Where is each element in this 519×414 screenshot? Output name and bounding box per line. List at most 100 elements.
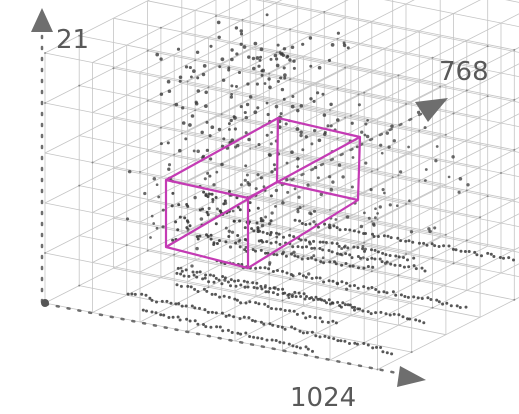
data-point [489,252,493,256]
data-point [380,151,384,155]
data-point [233,127,237,131]
data-point [336,37,339,40]
data-point [377,290,381,294]
data-point [112,67,115,70]
data-point [301,274,305,278]
data-point [198,306,201,310]
data-point [486,251,490,255]
data-point [173,103,176,106]
data-point [407,265,411,269]
data-point [344,116,347,119]
data-point [364,122,368,126]
data-point [167,167,171,171]
data-point [243,110,247,115]
data-point [238,245,242,249]
data-point [227,235,231,238]
data-point [269,231,273,234]
data-point [352,229,356,233]
data-point [227,127,231,131]
data-point [160,299,164,303]
data-point [284,254,288,258]
data-point [452,112,455,115]
data-point [360,130,364,134]
data-point [228,190,231,193]
data-point [507,256,511,260]
data-point [260,69,264,73]
data-point [370,256,374,260]
data-point [336,87,339,90]
grid-line [383,0,519,28]
data-point [291,95,295,98]
data-point [408,317,412,321]
grid-line [113,217,446,286]
data-point [335,118,340,122]
data-point [349,114,352,117]
data-point [207,206,211,211]
grid-line [181,33,515,101]
data-point [434,159,438,163]
data-point [214,292,217,296]
data-point [281,250,286,254]
data-point [201,72,206,77]
data-point [227,313,231,317]
data-point [229,95,234,99]
data-point [256,230,260,234]
data-point [283,327,287,331]
data-point [350,305,354,309]
data-point [178,79,182,83]
data-point [230,57,234,62]
data-point [433,244,437,248]
depth-axis-arrowhead [415,98,448,122]
data-point [188,224,192,228]
data-point [235,85,238,88]
data-point [310,256,314,260]
data-point [268,322,272,326]
data-point [273,167,277,171]
data-point [369,188,373,192]
data-point [282,341,286,345]
data-point [289,78,292,81]
data-point [318,297,322,301]
data-point [244,301,248,305]
data-point [385,351,389,355]
data-point [386,234,390,238]
data-point [263,302,267,306]
data-point [387,145,391,149]
data-point [513,98,516,101]
data-point [282,66,286,70]
data-point [239,332,243,336]
data-point [192,149,196,153]
data-point [275,231,278,235]
data-point [222,137,226,141]
data-point [274,205,277,208]
data-point [255,281,259,285]
data-point [159,92,164,96]
data-point [268,85,272,90]
data-point [305,295,308,298]
data-point [224,240,228,244]
data-point [399,293,403,297]
data-point [316,297,320,301]
data-point [431,306,434,309]
data-point [196,89,201,93]
data-point [245,102,250,107]
data-point [318,335,322,339]
data-point [407,239,411,243]
data-point [267,267,271,271]
data-point [304,275,308,279]
data-point [204,104,208,108]
data-point [290,150,294,154]
data-point [429,298,433,301]
data-point [314,334,318,338]
data-point [401,315,405,319]
data-point [458,306,462,309]
data-point [408,199,411,203]
data-point [314,258,318,262]
data-point [512,258,515,262]
data-point [202,323,205,326]
data-point [327,336,331,340]
data-point [356,246,360,249]
horizontal-axis-label: 1024 [290,383,356,413]
data-point [412,256,416,260]
data-point [239,32,244,36]
